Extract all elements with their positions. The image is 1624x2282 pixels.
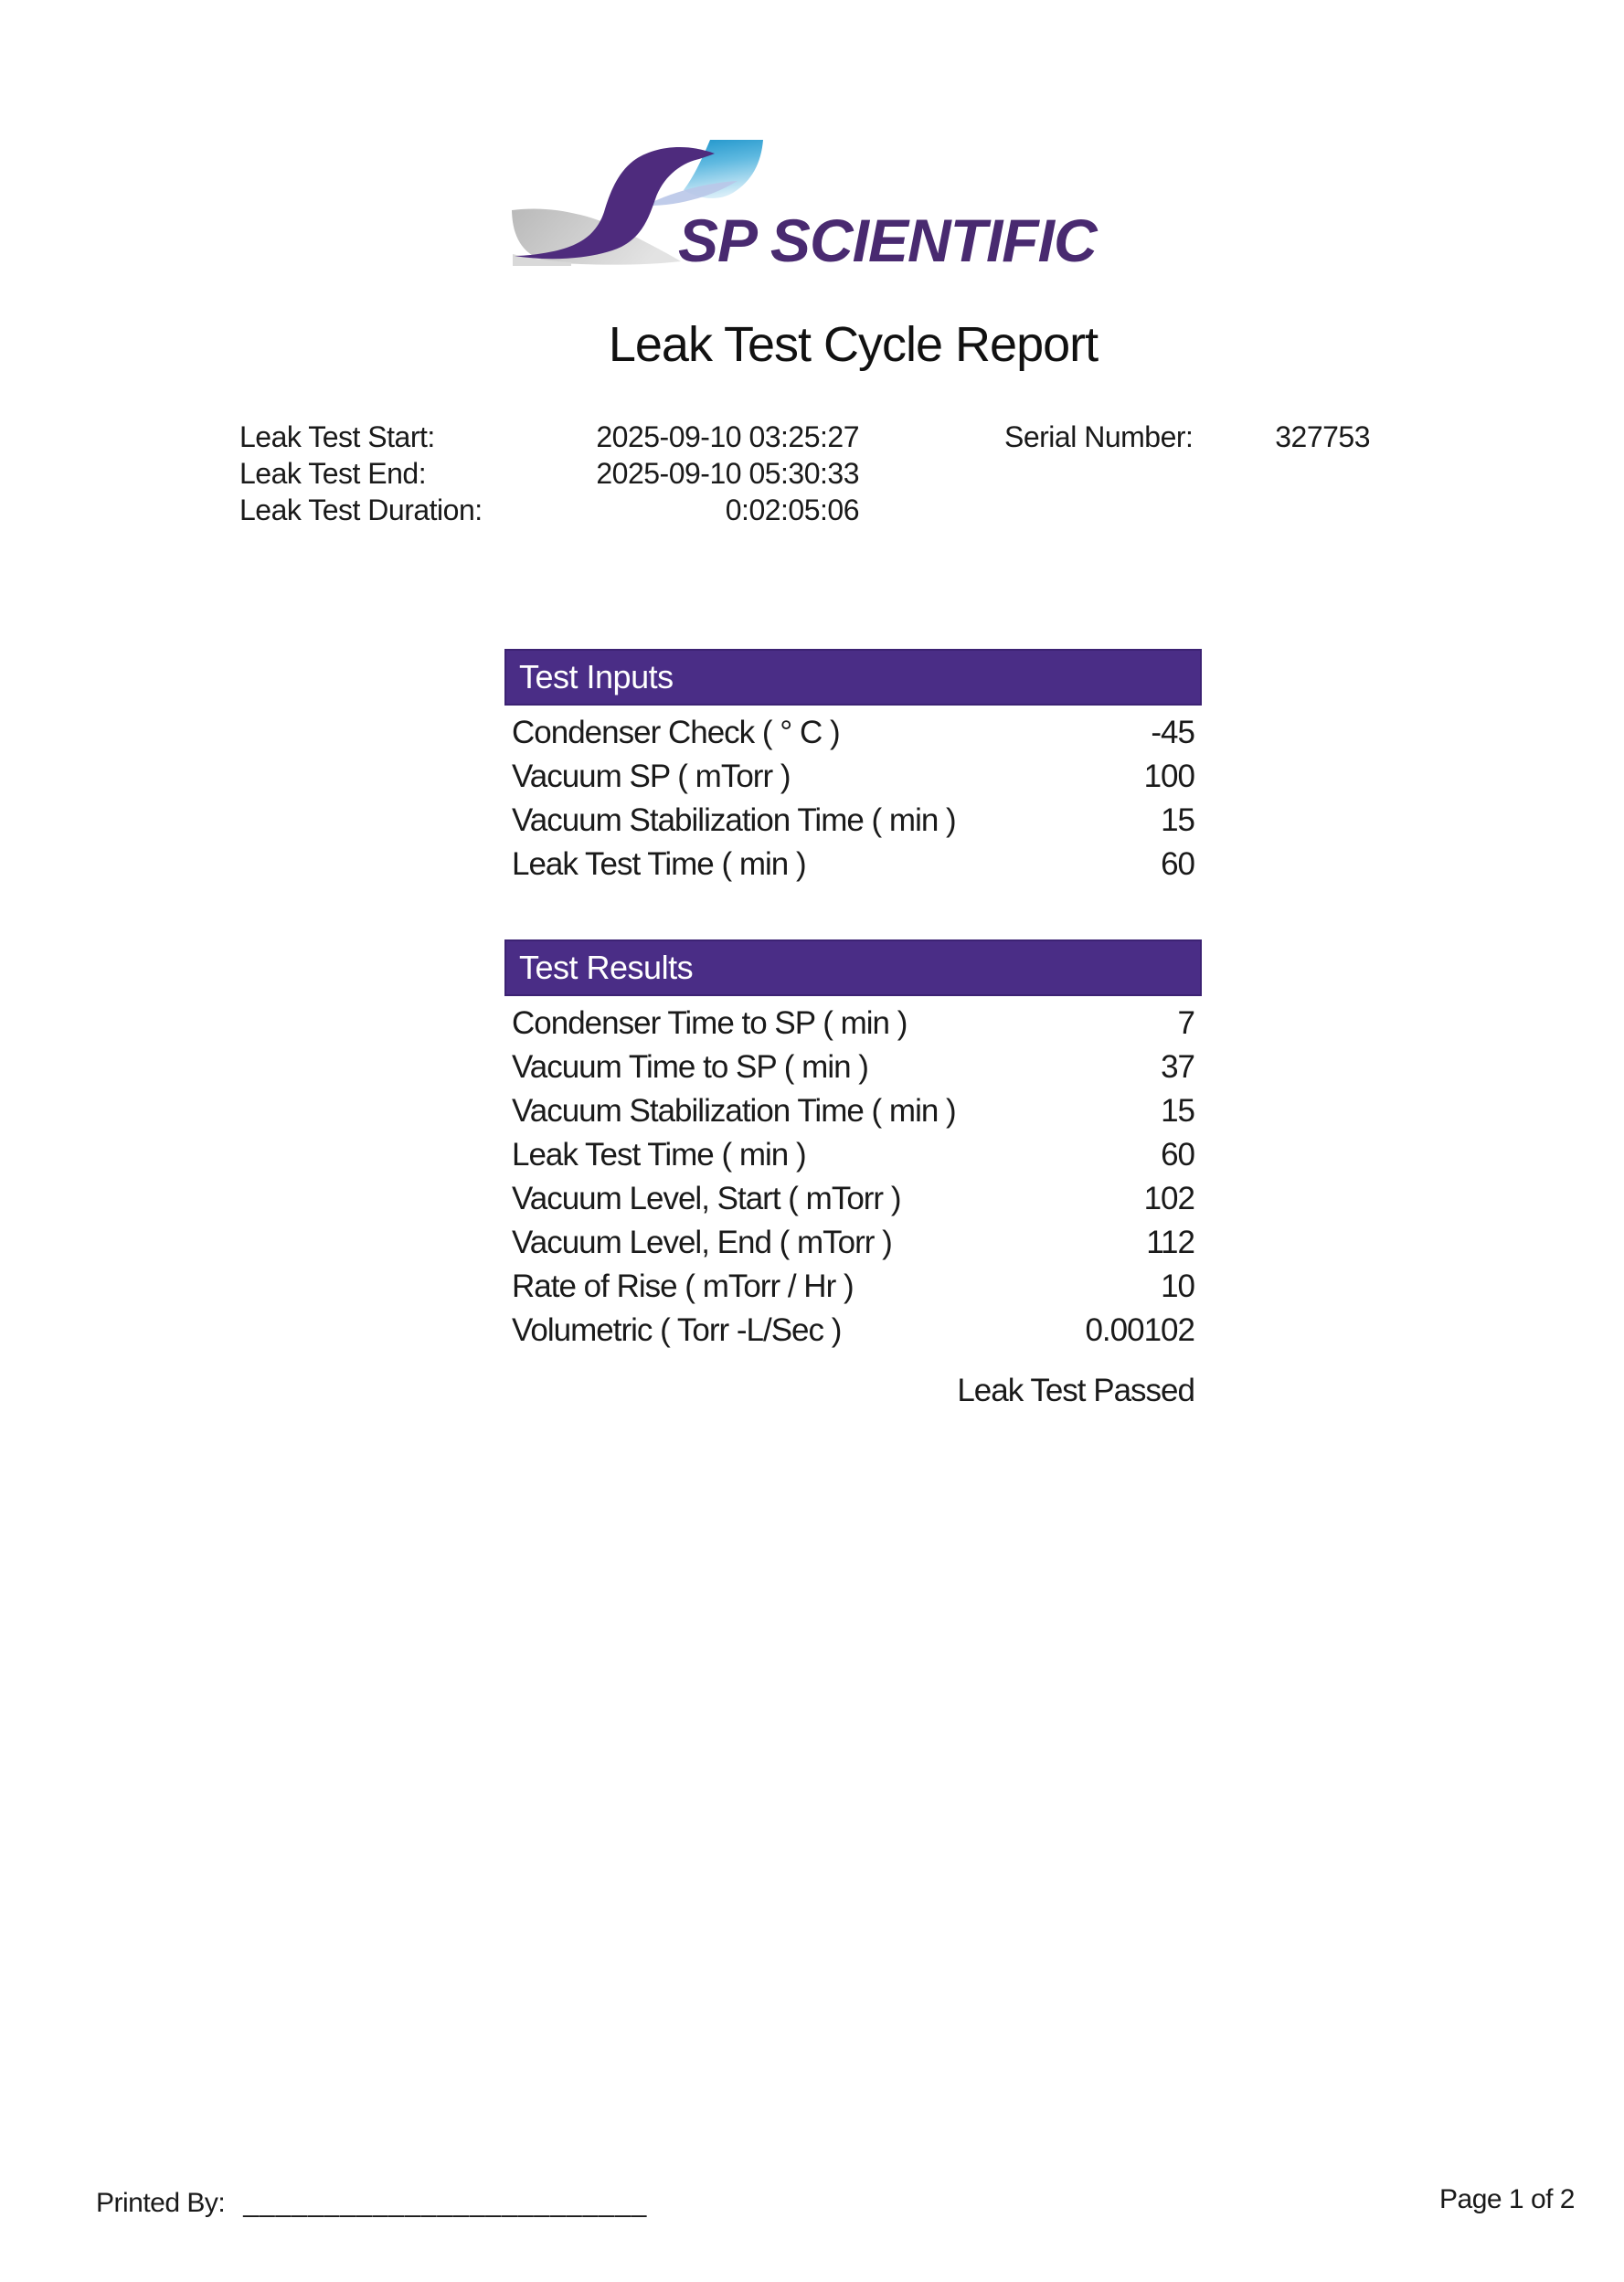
- row-label: Leak Test Time ( min ): [512, 846, 807, 882]
- row-value: 100: [1143, 759, 1195, 794]
- meta-row-duration: Leak Test Duration: 0:02:05:06: [239, 492, 860, 528]
- row-value: 15: [1161, 1093, 1195, 1129]
- serial-number-value: 327753: [1275, 420, 1370, 453]
- brand-swoosh-icon: [512, 140, 763, 266]
- meta-label: Leak Test Start:: [239, 420, 435, 453]
- meta-value: 2025-09-10 05:30:33: [596, 457, 859, 490]
- table-row: Vacuum Stabilization Time ( min ) 15: [504, 1089, 1202, 1133]
- meta-row-end: Leak Test End: 2025-09-10 05:30:33: [239, 455, 859, 492]
- row-label: Condenser Check ( ° C ): [512, 715, 841, 750]
- report-title: Leak Test Cycle Report: [608, 317, 1099, 372]
- test-inputs-table: Test Inputs Condenser Check ( ° C ) -45 …: [504, 649, 1202, 886]
- brand-logo: SP SCIENTIFIC: [507, 137, 1202, 274]
- meta-value: 0:02:05:06: [725, 494, 860, 526]
- table-row: Condenser Time to SP ( min ) 7: [504, 1002, 1202, 1045]
- row-value: -45: [1151, 715, 1195, 750]
- table-row: Rate of Rise ( mTorr / Hr ) 10: [504, 1265, 1202, 1309]
- serial-number-row: Serial Number: 327753: [1004, 419, 1370, 455]
- test-inputs-header: Test Inputs: [504, 649, 1202, 706]
- row-label: Rate of Rise ( mTorr / Hr ): [512, 1268, 854, 1304]
- signature-line: _________________________: [243, 2188, 648, 2218]
- row-label: Condenser Time to SP ( min ): [512, 1005, 908, 1041]
- test-results-header: Test Results: [504, 939, 1202, 996]
- row-value: 37: [1161, 1049, 1195, 1085]
- table-row: Vacuum Level, Start ( mTorr ) 102: [504, 1177, 1202, 1221]
- meta-value: 2025-09-10 03:25:27: [596, 420, 859, 453]
- printed-by-label: Printed By:: [96, 2188, 226, 2218]
- row-label: Vacuum Time to SP ( min ): [512, 1049, 869, 1085]
- row-label: Vacuum Level, End ( mTorr ): [512, 1225, 893, 1260]
- row-label: Volumetric ( Torr -L/Sec ): [512, 1312, 842, 1348]
- table-row: Condenser Check ( ° C ) -45: [504, 711, 1202, 755]
- row-value: 10: [1161, 1268, 1195, 1304]
- table-row: Vacuum Stabilization Time ( min ) 15: [504, 799, 1202, 843]
- table-row: Vacuum Time to SP ( min ) 37: [504, 1045, 1202, 1089]
- row-label: Vacuum Stabilization Time ( min ): [512, 802, 957, 838]
- meta-label: Leak Test Duration:: [239, 494, 483, 526]
- row-label: Vacuum Level, Start ( mTorr ): [512, 1181, 901, 1216]
- meta-label: Leak Test End:: [239, 457, 427, 490]
- table-row: Vacuum SP ( mTorr ) 100: [504, 755, 1202, 799]
- page-number: Page 1 of 2: [1439, 2184, 1575, 2214]
- report-meta: Leak Test Start: 2025-09-10 03:25:27 Lea…: [239, 419, 860, 528]
- row-label: Vacuum SP ( mTorr ): [512, 759, 791, 794]
- brand-name: SP SCIENTIFIC: [678, 207, 1098, 274]
- table-row: Volumetric ( Torr -L/Sec ) 0.00102: [504, 1309, 1202, 1353]
- table-row: Leak Test Time ( min ) 60: [504, 1133, 1202, 1177]
- row-value: 7: [1177, 1005, 1195, 1041]
- leak-test-verdict: Leak Test Passed: [957, 1373, 1195, 1408]
- table-row: Vacuum Level, End ( mTorr ) 112: [504, 1221, 1202, 1265]
- row-value: 0.00102: [1085, 1312, 1195, 1348]
- meta-row-start: Leak Test Start: 2025-09-10 03:25:27: [239, 419, 859, 455]
- row-value: 60: [1161, 1137, 1195, 1173]
- test-inputs-rows: Condenser Check ( ° C ) -45 Vacuum SP ( …: [504, 711, 1202, 886]
- row-value: 112: [1146, 1225, 1195, 1260]
- row-value: 60: [1161, 846, 1195, 882]
- row-label: Leak Test Time ( min ): [512, 1137, 807, 1173]
- serial-number-label: Serial Number:: [1004, 420, 1194, 453]
- test-results-table: Test Results Condenser Time to SP ( min …: [504, 939, 1202, 1353]
- printed-by: Printed By: _________________________: [96, 2188, 647, 2219]
- row-value: 102: [1143, 1181, 1195, 1216]
- test-results-rows: Condenser Time to SP ( min ) 7 Vacuum Ti…: [504, 1002, 1202, 1353]
- table-row: Leak Test Time ( min ) 60: [504, 843, 1202, 886]
- row-value: 15: [1161, 802, 1195, 838]
- row-label: Vacuum Stabilization Time ( min ): [512, 1093, 957, 1129]
